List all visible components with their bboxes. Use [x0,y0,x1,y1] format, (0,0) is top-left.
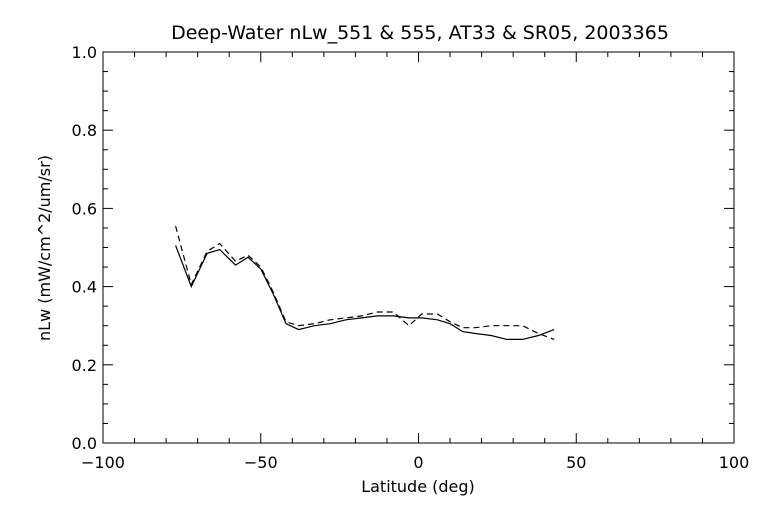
chart-title: Deep-Water nLw_551 & 555, AT33 & SR05, 2… [171,22,669,44]
series-line-dashed [175,225,555,340]
x-tick-label: 50 [566,453,586,472]
y-tick-label: 0.0 [72,434,97,453]
x-axis-label: Latitude (deg) [361,477,475,496]
y-tick-label: 0.8 [72,121,97,140]
x-tick-label: 100 [719,453,750,472]
x-tick-label: 0 [413,453,423,472]
y-tick-label: 0.4 [72,278,97,297]
tick-labels: −100 −50 0 50 100 0.0 0.2 0.4 0.6 0.8 1.0 [72,43,750,472]
plot-frame [102,51,735,444]
y-axis-label: nLw (mW/cm^2/um/sr) [35,155,54,341]
x-tick-label: −50 [244,453,278,472]
series-layer [175,225,555,340]
y-tick-label: 0.2 [72,356,97,375]
y-tick-label: 0.6 [72,199,97,218]
axis-ticks [102,51,735,444]
series-line-solid [175,245,555,340]
y-tick-label: 1.0 [72,43,97,62]
x-tick-label: −100 [81,453,125,472]
